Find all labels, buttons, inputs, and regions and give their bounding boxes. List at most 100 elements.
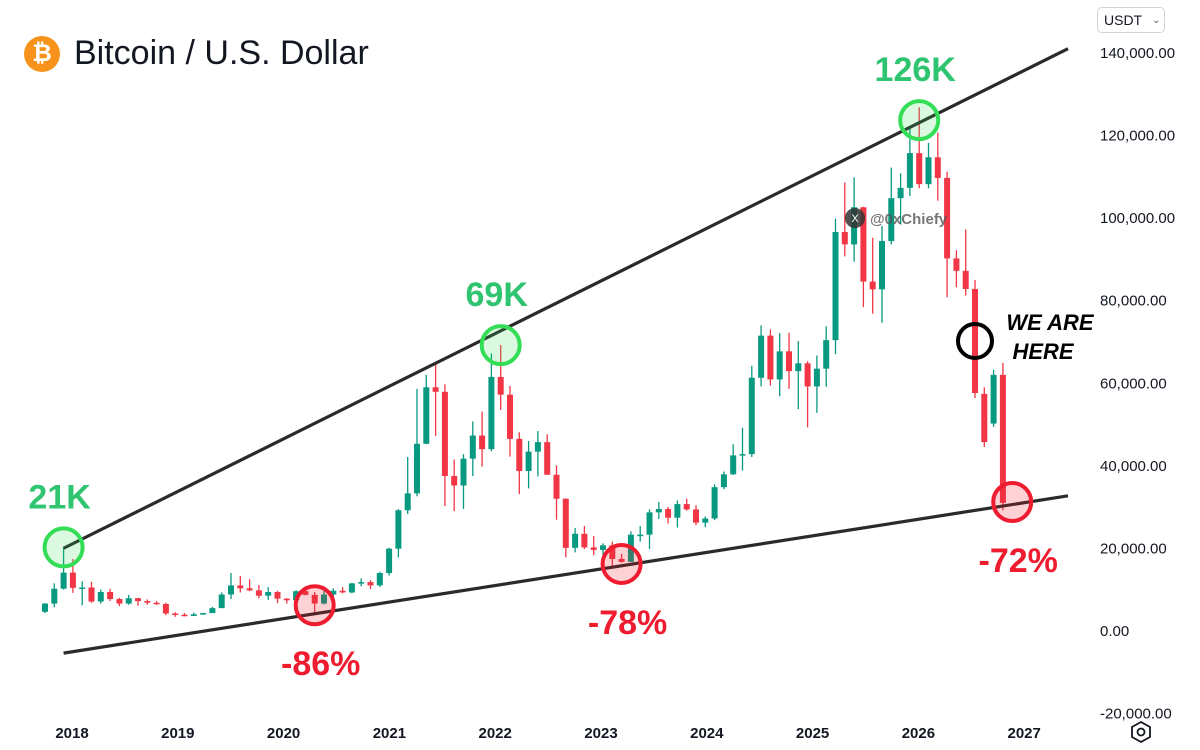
candle-body: [897, 187, 904, 199]
candle-body: [265, 592, 272, 596]
candle-body: [972, 288, 978, 394]
candle-body: [823, 340, 830, 369]
candle-body: [934, 157, 941, 178]
candle-body: [69, 572, 76, 588]
candle-body: [283, 598, 290, 601]
candle-body: [88, 587, 95, 602]
candle-body: [525, 451, 532, 472]
candle-body: [311, 594, 318, 604]
price-tick-label: 80,000.00: [1100, 293, 1167, 310]
candle-body: [674, 504, 681, 518]
candle-body: [358, 582, 365, 584]
price-tick-label: -20,000.00: [1100, 706, 1172, 723]
candle-body: [841, 232, 848, 245]
candle-body: [451, 476, 458, 486]
candle-body: [590, 547, 597, 550]
candle-body: [79, 587, 86, 589]
year-tick-label: 2025: [796, 725, 829, 742]
candle-body: [758, 335, 765, 378]
drawdown-label: -78%: [588, 604, 667, 642]
candle-body: [97, 592, 104, 602]
we-are-label: WE ARE: [1006, 310, 1095, 335]
candle-body: [386, 548, 393, 574]
candle-body: [879, 241, 885, 290]
chevron-down-icon: ⌄: [1152, 14, 1161, 26]
candle-body: [135, 598, 141, 602]
candle-body: [125, 598, 132, 604]
price-tick-label: 20,000.00: [1100, 540, 1167, 557]
bottom-circle: [293, 584, 336, 627]
candle-body: [404, 493, 411, 511]
candle-body: [869, 281, 876, 290]
candle-body: [953, 258, 960, 271]
candle-body: [497, 376, 504, 395]
candle-body: [813, 368, 820, 387]
candle-body: [181, 614, 188, 617]
candle-body: [376, 573, 383, 586]
year-tick-label: 2026: [902, 725, 935, 742]
candle-body: [906, 153, 913, 188]
candle-body: [916, 153, 923, 185]
peak-circle: [42, 526, 85, 569]
year-tick-label: 2021: [373, 725, 406, 742]
candle-body: [172, 613, 179, 615]
x-logo-glyph: X: [851, 213, 859, 225]
candle-body: [507, 394, 513, 439]
candle-body: [348, 583, 355, 593]
candle-body: [162, 603, 169, 614]
peak-label: 21K: [28, 478, 91, 516]
candle-body: [116, 599, 123, 604]
candle-body: [581, 533, 588, 548]
candle-body: [321, 594, 327, 604]
candle-body: [302, 591, 309, 595]
candle-body: [51, 588, 58, 604]
candle-body: [460, 458, 467, 486]
candle-body: [330, 590, 337, 595]
chart-title: ₿ Bitcoin / U.S. Dollar: [24, 34, 369, 73]
currency-selector[interactable]: USDT ⌄: [1097, 7, 1165, 33]
candle-body: [228, 585, 234, 595]
drawdown-label: -86%: [281, 645, 360, 683]
year-tick-label: 2019: [161, 725, 194, 742]
candle-body: [553, 474, 560, 499]
here-label: HERE: [1012, 339, 1074, 364]
candle-body: [572, 533, 579, 548]
candle-body: [832, 232, 839, 341]
symbol-title: Bitcoin / U.S. Dollar: [74, 34, 369, 72]
candles: [42, 107, 1006, 617]
bottom-circle: [991, 481, 1034, 524]
candle-body: [944, 177, 951, 259]
candle-body: [637, 534, 644, 537]
candle-body: [469, 435, 476, 459]
price-axis: 140,000.00 120,000.00 100,000.00 80,000.00 6…: [1100, 45, 1175, 723]
upper-trendline: [62, 47, 1069, 550]
candle-body: [534, 442, 541, 452]
candle-body: [255, 590, 262, 596]
settings-hex-icon[interactable]: [1128, 719, 1154, 745]
candle-body: [730, 455, 737, 475]
candle-body: [702, 518, 709, 523]
candle-body: [618, 558, 625, 562]
candle-body: [925, 157, 932, 185]
candle-body: [609, 545, 616, 559]
candle-body: [432, 387, 439, 392]
trendlines: [62, 47, 1069, 655]
candle-body: [488, 376, 495, 450]
price-tick-label: 140,000.00: [1100, 45, 1175, 62]
candle-body: [767, 335, 774, 380]
lower-trendline: [63, 494, 1069, 655]
candle-body: [441, 391, 448, 477]
candle-body: [720, 474, 727, 488]
candle-body: [153, 602, 160, 605]
candle-body: [516, 438, 523, 472]
year-tick-label: 2024: [690, 725, 724, 742]
candle-body: [60, 572, 67, 589]
current-position-circle: [956, 322, 994, 360]
candle-body: [962, 270, 969, 289]
candle-body: [786, 351, 792, 372]
candle-body: [339, 590, 346, 593]
candle-body: [600, 545, 606, 550]
candle-body: [237, 585, 244, 589]
candle-body: [367, 582, 374, 586]
